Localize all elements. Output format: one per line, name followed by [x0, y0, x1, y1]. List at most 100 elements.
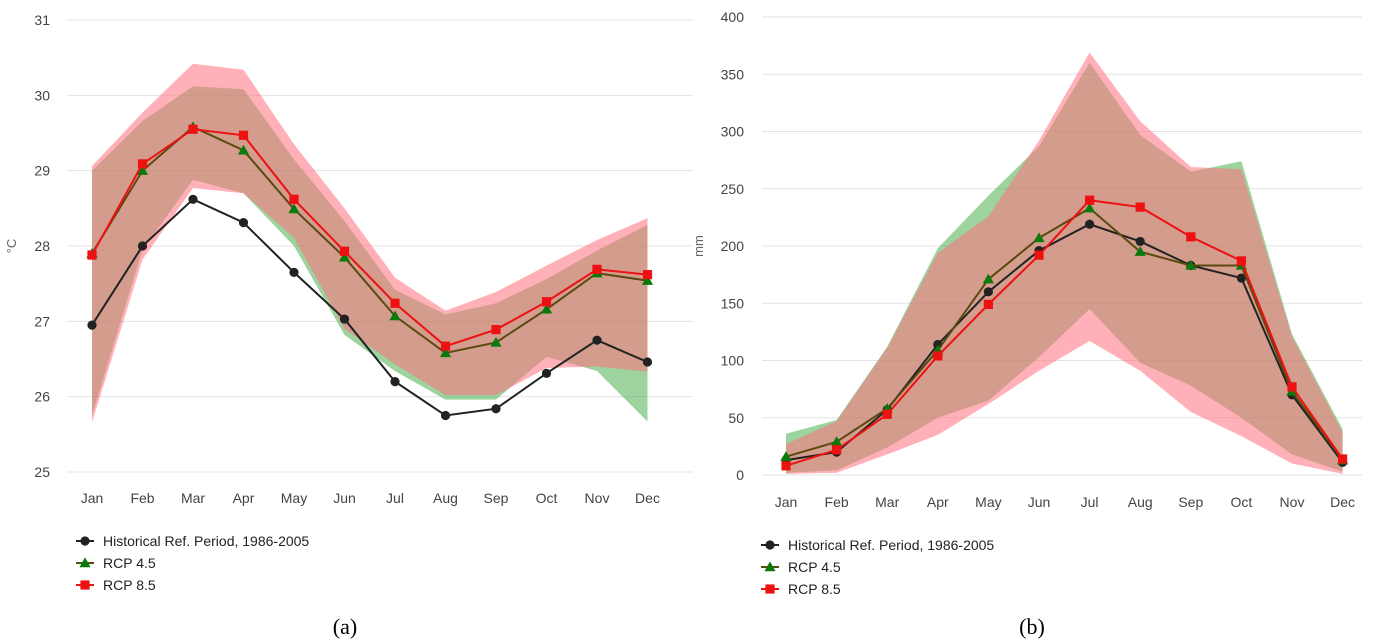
- data-point: [288, 203, 300, 214]
- data-point: [781, 461, 791, 471]
- y-tick-label: 27: [34, 313, 50, 329]
- legend-item: Historical Ref. Period, 1986-2005: [76, 533, 309, 549]
- legend-marker: [765, 540, 775, 550]
- chart-panel-b: 0 50 100 150 200 250 300 350 400 mm Jan Feb Mar Apr Ma…: [691, 9, 1362, 639]
- data-point: [338, 251, 351, 262]
- legend-label: RCP 8.5: [788, 581, 841, 597]
- y-tick-label: 350: [721, 66, 745, 82]
- legend: Historical Ref. Period, 1986-2005 RCP 4.5…: [761, 537, 994, 597]
- x-tick-label: Apr: [927, 494, 949, 510]
- data-point: [592, 264, 602, 274]
- legend-marker: [79, 557, 91, 568]
- y-tick-label: 250: [721, 181, 745, 197]
- x-tick-label: Nov: [1280, 494, 1305, 510]
- data-point: [982, 273, 994, 284]
- data-point: [238, 218, 249, 228]
- data-point: [1236, 256, 1246, 266]
- series-line: [91, 198, 648, 417]
- data-point: [1084, 202, 1096, 213]
- y-tick-label: 28: [34, 238, 50, 254]
- y-tick-label: 100: [721, 353, 745, 369]
- data-point: [490, 336, 502, 347]
- data-point: [289, 194, 299, 204]
- y-tick-label: 29: [34, 163, 50, 179]
- data-point: [642, 270, 653, 280]
- x-tick-label: Jun: [333, 490, 356, 506]
- data-point: [1185, 259, 1197, 270]
- data-point: [137, 159, 148, 169]
- data-point: [541, 368, 552, 378]
- data-point: [439, 347, 452, 358]
- data-point: [642, 357, 653, 367]
- legend-label: Historical Ref. Period, 1986-2005: [788, 537, 994, 553]
- legend-marker: [80, 536, 90, 546]
- data-point: [339, 246, 350, 256]
- data-point: [882, 409, 892, 419]
- data-point: [1186, 232, 1196, 242]
- x-tick-label: Jun: [1028, 494, 1051, 510]
- data-point: [440, 410, 451, 421]
- data-point: [238, 130, 249, 140]
- series-line: [785, 223, 1344, 464]
- data-point: [137, 241, 148, 251]
- x-tick-label: Oct: [536, 490, 558, 506]
- data-point: [87, 320, 97, 330]
- data-point: [1033, 232, 1045, 243]
- series-line: [785, 206, 1344, 461]
- data-point: [541, 297, 552, 307]
- data-point: [289, 267, 299, 277]
- x-tick-label: Jan: [775, 494, 798, 510]
- legend-label: RCP 4.5: [788, 559, 841, 575]
- band-rcp-8-5: [786, 52, 1343, 474]
- data-point: [389, 310, 401, 321]
- legend-label: RCP 4.5: [103, 555, 156, 571]
- data-point: [1338, 454, 1348, 464]
- data-point: [136, 165, 149, 175]
- data-point: [1236, 273, 1246, 283]
- y-tick-label: 26: [34, 389, 50, 405]
- x-tick-label: Mar: [875, 494, 899, 510]
- data-point: [592, 335, 602, 345]
- x-tick-label: May: [281, 490, 307, 506]
- x-tick-label: Feb: [130, 490, 154, 506]
- x-tick-label: Oct: [1231, 494, 1253, 510]
- y-tick-label: 150: [721, 295, 745, 311]
- data-point: [780, 451, 792, 461]
- legend-marker: [765, 584, 775, 594]
- data-point: [491, 325, 501, 335]
- data-point: [540, 303, 553, 314]
- x-tick-label: Mar: [181, 490, 205, 506]
- chart-panel-a: 25 26 27 28 29 30 31 °C Jan Feb Mar Apr May Jun Jul Aug…: [4, 12, 693, 639]
- panel-caption: (a): [333, 614, 357, 639]
- legend-item: RCP 8.5: [761, 581, 841, 597]
- data-point: [1287, 382, 1297, 392]
- y-tick-label: 200: [721, 238, 745, 254]
- x-tick-label: Feb: [825, 494, 849, 510]
- y-axis-label: °C: [4, 239, 19, 254]
- x-tick-label: Jan: [81, 490, 104, 506]
- data-point: [933, 351, 943, 361]
- x-tick-label: May: [975, 494, 1001, 510]
- data-point: [440, 341, 451, 351]
- legend-item: RCP 8.5: [76, 577, 156, 593]
- data-point: [832, 445, 842, 455]
- data-point: [1034, 250, 1044, 260]
- y-axis-label: mm: [691, 235, 706, 257]
- y-tick-label: 50: [728, 410, 744, 426]
- data-point: [1135, 236, 1145, 247]
- x-tick-label: Sep: [484, 490, 509, 506]
- x-tick-label: Aug: [1128, 494, 1153, 510]
- band-rcp-8-5: [92, 63, 648, 423]
- y-tick-label: 400: [721, 9, 745, 25]
- legend-label: Historical Ref. Period, 1986-2005: [103, 533, 309, 549]
- data-point: [1085, 219, 1095, 229]
- x-tick-label: Nov: [585, 490, 610, 506]
- data-point: [87, 250, 97, 260]
- data-point: [339, 314, 350, 324]
- legend-marker: [80, 580, 90, 590]
- data-point: [1085, 195, 1095, 205]
- x-tick-label: Apr: [233, 490, 255, 506]
- x-tick-label: Jul: [1081, 494, 1099, 510]
- data-point: [237, 144, 250, 155]
